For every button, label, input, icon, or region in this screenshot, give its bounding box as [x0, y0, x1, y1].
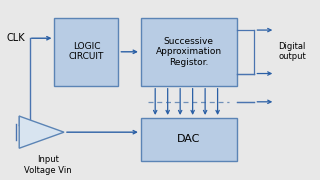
FancyBboxPatch shape [141, 118, 237, 161]
Text: Digital
output: Digital output [278, 42, 306, 62]
FancyBboxPatch shape [141, 18, 237, 86]
Text: DAC: DAC [177, 134, 201, 144]
Text: Input
Voltage Vin: Input Voltage Vin [24, 155, 72, 175]
Text: LOGIC
CIRCUIT: LOGIC CIRCUIT [69, 42, 104, 62]
Text: CLK: CLK [6, 33, 25, 43]
Polygon shape [19, 116, 64, 148]
Text: Successive
Approximation
Registor.: Successive Approximation Registor. [156, 37, 222, 67]
FancyBboxPatch shape [54, 18, 118, 86]
